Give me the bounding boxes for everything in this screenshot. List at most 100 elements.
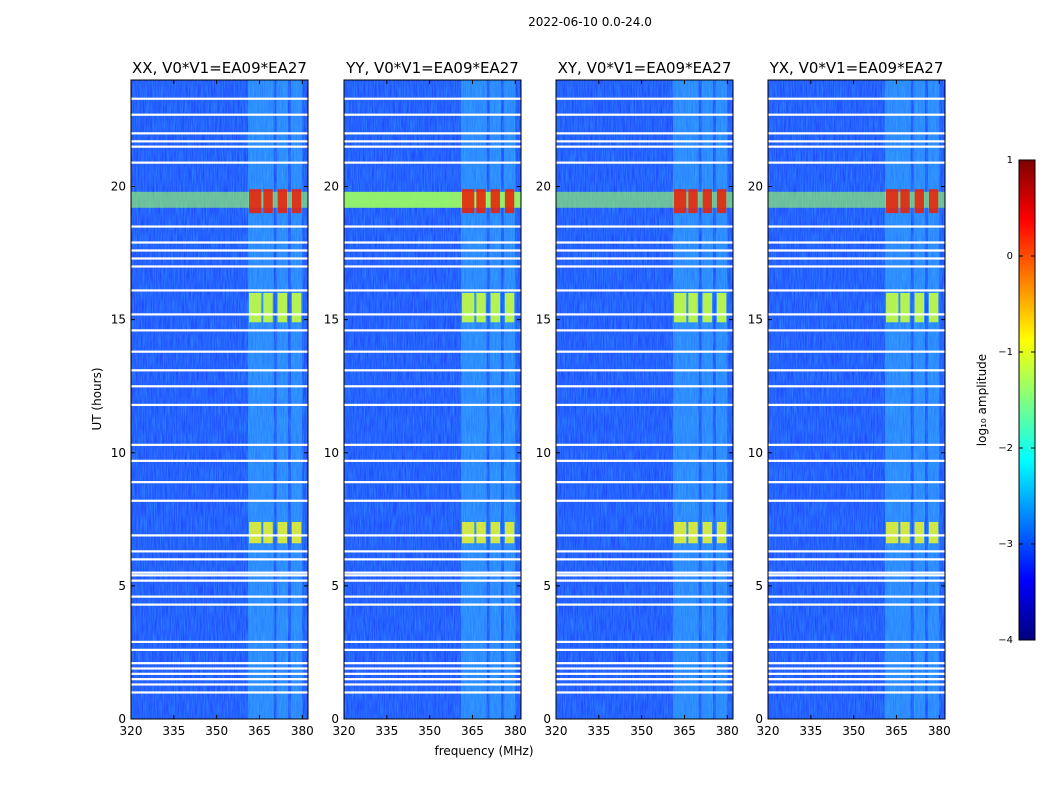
flagged-gap bbox=[131, 550, 308, 553]
flagged-gap bbox=[131, 662, 308, 665]
flagged-gap bbox=[131, 574, 308, 577]
y-tick-label: 5 bbox=[331, 579, 339, 593]
flagged-gap bbox=[344, 385, 521, 388]
flagged-gap bbox=[768, 350, 945, 353]
flagged-gap bbox=[131, 571, 308, 574]
rfi-block bbox=[688, 521, 698, 544]
flagged-gap bbox=[344, 667, 521, 670]
panel-xy: XY, V0*V1=EA09*EA27 320 335 350 365 380 0 5 10 15… bbox=[536, 59, 739, 738]
flagged-gap bbox=[131, 481, 308, 484]
flagged-gap bbox=[344, 499, 521, 502]
flagged-gap bbox=[344, 534, 521, 537]
flagged-gap bbox=[556, 249, 733, 252]
y-tick-label: 15 bbox=[536, 313, 551, 327]
x-tick-label: 320 bbox=[333, 724, 356, 738]
flagged-gap bbox=[344, 113, 521, 116]
flagged-gap bbox=[768, 648, 945, 651]
panel-title: YY, V0*V1=EA09*EA27 bbox=[345, 59, 519, 77]
rfi-block bbox=[504, 189, 515, 214]
flagged-gap bbox=[344, 289, 521, 292]
rfi-band bbox=[899, 80, 911, 719]
panel-title: YX, V0*V1=EA09*EA27 bbox=[769, 59, 944, 77]
flagged-gap bbox=[344, 140, 521, 143]
flagged-gap bbox=[131, 257, 308, 260]
flagged-gap bbox=[344, 132, 521, 135]
flagged-gap bbox=[768, 265, 945, 268]
rfi-block bbox=[504, 521, 515, 544]
flagged-gap bbox=[768, 161, 945, 164]
flagged-gap bbox=[556, 403, 733, 407]
flagged-gap bbox=[768, 550, 945, 553]
flagged-gap bbox=[344, 672, 521, 675]
y-tick-label: 5 bbox=[543, 579, 551, 593]
rfi-block bbox=[476, 293, 486, 323]
flagged-gap bbox=[131, 313, 308, 316]
panel-noise bbox=[344, 80, 521, 719]
rfi-block bbox=[900, 293, 910, 323]
x-tick-label: 365 bbox=[885, 724, 908, 738]
rfi-block bbox=[490, 521, 501, 544]
flagged-gap bbox=[556, 499, 733, 502]
rfi-block bbox=[716, 293, 727, 323]
flagged-gap bbox=[556, 313, 733, 316]
flagged-gap bbox=[556, 579, 733, 582]
y-tick-label: 10 bbox=[111, 446, 126, 460]
flagged-gap bbox=[344, 145, 521, 148]
rfi-band bbox=[913, 80, 926, 719]
rfi-band bbox=[715, 80, 728, 719]
rfi-block bbox=[277, 521, 288, 544]
x-tick-label: 320 bbox=[545, 724, 568, 738]
colorbar-tick-label: 0 bbox=[1007, 251, 1013, 262]
x-tick-label: 320 bbox=[120, 724, 143, 738]
panel-yx: YX, V0*V1=EA09*EA27 320 335 350 365 380 0 5 10 15… bbox=[748, 59, 951, 738]
flagged-gap bbox=[556, 241, 733, 244]
rfi-band bbox=[290, 80, 303, 719]
flagged-gap bbox=[556, 265, 733, 268]
flagged-gap bbox=[344, 678, 521, 681]
rfi-band bbox=[475, 80, 487, 719]
flagged-gap bbox=[131, 350, 308, 353]
flagged-gap bbox=[131, 329, 308, 332]
panel-frame bbox=[767, 79, 946, 720]
flagged-gap bbox=[556, 289, 733, 292]
flagged-gap bbox=[768, 132, 945, 135]
flagged-gap bbox=[768, 574, 945, 577]
flagged-gap bbox=[768, 289, 945, 292]
flagged-gap bbox=[556, 369, 733, 372]
flagged-gap bbox=[344, 595, 521, 598]
flagged-gap bbox=[768, 558, 945, 561]
flagged-gap bbox=[556, 667, 733, 670]
x-tick-label: 380 bbox=[928, 724, 951, 738]
flagged-gap bbox=[344, 571, 521, 574]
rfi-block bbox=[462, 293, 475, 323]
x-tick-label: 320 bbox=[757, 724, 780, 738]
flagged-gap bbox=[768, 571, 945, 574]
flagged-gap bbox=[768, 667, 945, 670]
flagged-gap bbox=[131, 145, 308, 148]
flagged-gap bbox=[768, 499, 945, 502]
rfi-band bbox=[248, 80, 263, 719]
rfi-block bbox=[462, 521, 475, 544]
rfi-block bbox=[688, 293, 698, 323]
flagged-gap bbox=[344, 691, 521, 694]
y-tick-label: 10 bbox=[536, 446, 551, 460]
rfi-block bbox=[886, 293, 899, 323]
y-tick-label: 20 bbox=[111, 180, 126, 194]
colorbar-tick-label: −3 bbox=[998, 539, 1013, 550]
panel-title: XX, V0*V1=EA09*EA27 bbox=[132, 59, 307, 77]
flagged-gap bbox=[556, 648, 733, 651]
colorbar-ticks: 1 0 −1 −2 −3 −4 bbox=[998, 155, 1035, 646]
rfi-band bbox=[687, 80, 699, 719]
rfi-block bbox=[928, 189, 939, 214]
flagged-gap bbox=[131, 579, 308, 582]
colorbar-tick-label: 1 bbox=[1007, 155, 1013, 166]
panel-frame bbox=[555, 79, 734, 720]
flagged-gap bbox=[131, 369, 308, 372]
rfi-block bbox=[249, 521, 262, 544]
rfi-block bbox=[886, 521, 899, 544]
rfi-band bbox=[503, 80, 516, 719]
flagged-gap bbox=[556, 145, 733, 148]
flagged-gap bbox=[131, 683, 308, 686]
x-tick-label: 365 bbox=[461, 724, 484, 738]
